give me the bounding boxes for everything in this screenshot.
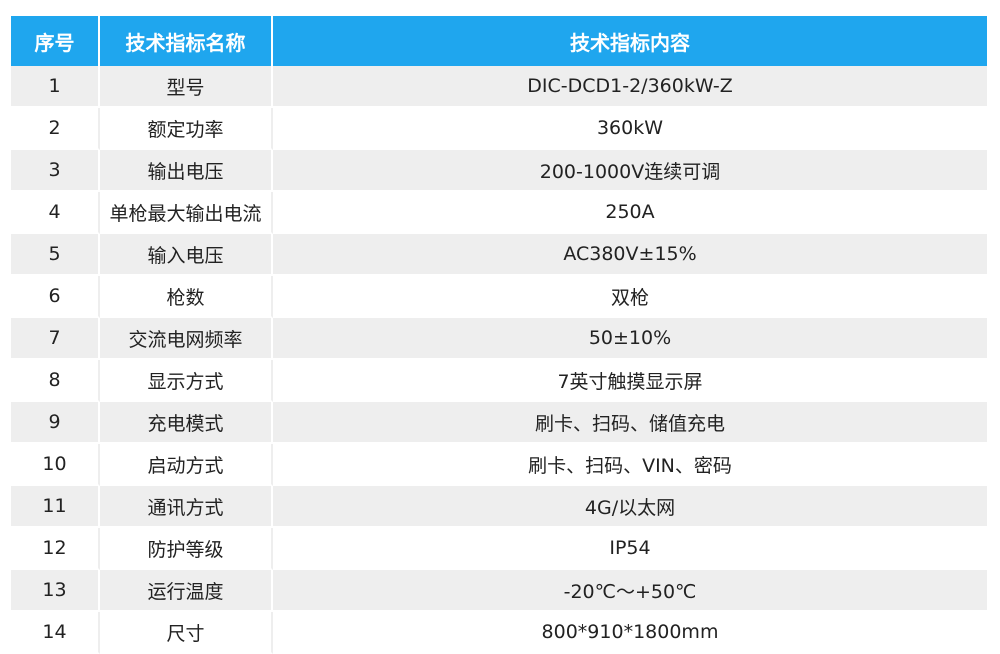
row-value: AC380V±15% xyxy=(273,234,987,276)
row-name: 型号 xyxy=(100,66,273,108)
row-index: 5 xyxy=(11,234,100,276)
row-index: 9 xyxy=(11,402,100,444)
table-row: 10 启动方式 刷卡、扫码、VIN、密码 xyxy=(11,444,987,486)
row-value: -20℃～+50℃ xyxy=(273,570,987,612)
row-index: 4 xyxy=(11,192,100,234)
spec-table: 序号 技术指标名称 技术指标内容 1 型号 DIC-DCD1-2/360kW-Z 2 额… xyxy=(11,16,987,654)
row-name: 防护等级 xyxy=(100,528,273,570)
row-value: 250A xyxy=(273,192,987,234)
table-row: 11 通讯方式 4G/以太网 xyxy=(11,486,987,528)
header-name: 技术指标名称 xyxy=(100,16,273,66)
table-row: 2 额定功率 360kW xyxy=(11,108,987,150)
header-content: 技术指标内容 xyxy=(273,16,987,66)
row-value: 双枪 xyxy=(273,276,987,318)
row-name: 单枪最大输出电流 xyxy=(100,192,273,234)
row-name: 尺寸 xyxy=(100,612,273,654)
header-row: 序号 技术指标名称 技术指标内容 xyxy=(11,16,987,66)
table-row: 4 单枪最大输出电流 250A xyxy=(11,192,987,234)
row-value: 50±10% xyxy=(273,318,987,360)
table-row: 9 充电模式 刷卡、扫码、储值充电 xyxy=(11,402,987,444)
table-row: 14 尺寸 800*910*1800mm xyxy=(11,612,987,654)
row-index: 10 xyxy=(11,444,100,486)
row-value: IP54 xyxy=(273,528,987,570)
row-name: 额定功率 xyxy=(100,108,273,150)
row-name: 显示方式 xyxy=(100,360,273,402)
row-value: DIC-DCD1-2/360kW-Z xyxy=(273,66,987,108)
row-value: 200-1000V连续可调 xyxy=(273,150,987,192)
row-index: 13 xyxy=(11,570,100,612)
table-row: 12 防护等级 IP54 xyxy=(11,528,987,570)
row-name: 通讯方式 xyxy=(100,486,273,528)
row-index: 3 xyxy=(11,150,100,192)
row-name: 枪数 xyxy=(100,276,273,318)
row-index: 2 xyxy=(11,108,100,150)
table-row: 1 型号 DIC-DCD1-2/360kW-Z xyxy=(11,66,987,108)
row-value: 4G/以太网 xyxy=(273,486,987,528)
row-index: 12 xyxy=(11,528,100,570)
table-row: 3 输出电压 200-1000V连续可调 xyxy=(11,150,987,192)
row-name: 交流电网频率 xyxy=(100,318,273,360)
table-row: 7 交流电网频率 50±10% xyxy=(11,318,987,360)
table-row: 6 枪数 双枪 xyxy=(11,276,987,318)
row-name: 输入电压 xyxy=(100,234,273,276)
row-value: 800*910*1800mm xyxy=(273,612,987,654)
row-value: 7英寸触摸显示屏 xyxy=(273,360,987,402)
table-row: 5 输入电压 AC380V±15% xyxy=(11,234,987,276)
table-row: 13 运行温度 -20℃～+50℃ xyxy=(11,570,987,612)
row-name: 输出电压 xyxy=(100,150,273,192)
row-value: 刷卡、扫码、VIN、密码 xyxy=(273,444,987,486)
row-index: 6 xyxy=(11,276,100,318)
row-index: 11 xyxy=(11,486,100,528)
row-name: 启动方式 xyxy=(100,444,273,486)
row-name: 运行温度 xyxy=(100,570,273,612)
header-index: 序号 xyxy=(11,16,100,66)
row-value: 360kW xyxy=(273,108,987,150)
row-name: 充电模式 xyxy=(100,402,273,444)
row-index: 14 xyxy=(11,612,100,654)
row-value: 刷卡、扫码、储值充电 xyxy=(273,402,987,444)
table-body: 1 型号 DIC-DCD1-2/360kW-Z 2 额定功率 360kW 3 输出电压 200-… xyxy=(11,66,987,654)
row-index: 8 xyxy=(11,360,100,402)
table-header: 序号 技术指标名称 技术指标内容 xyxy=(11,16,987,66)
row-index: 7 xyxy=(11,318,100,360)
row-index: 1 xyxy=(11,66,100,108)
table-row: 8 显示方式 7英寸触摸显示屏 xyxy=(11,360,987,402)
